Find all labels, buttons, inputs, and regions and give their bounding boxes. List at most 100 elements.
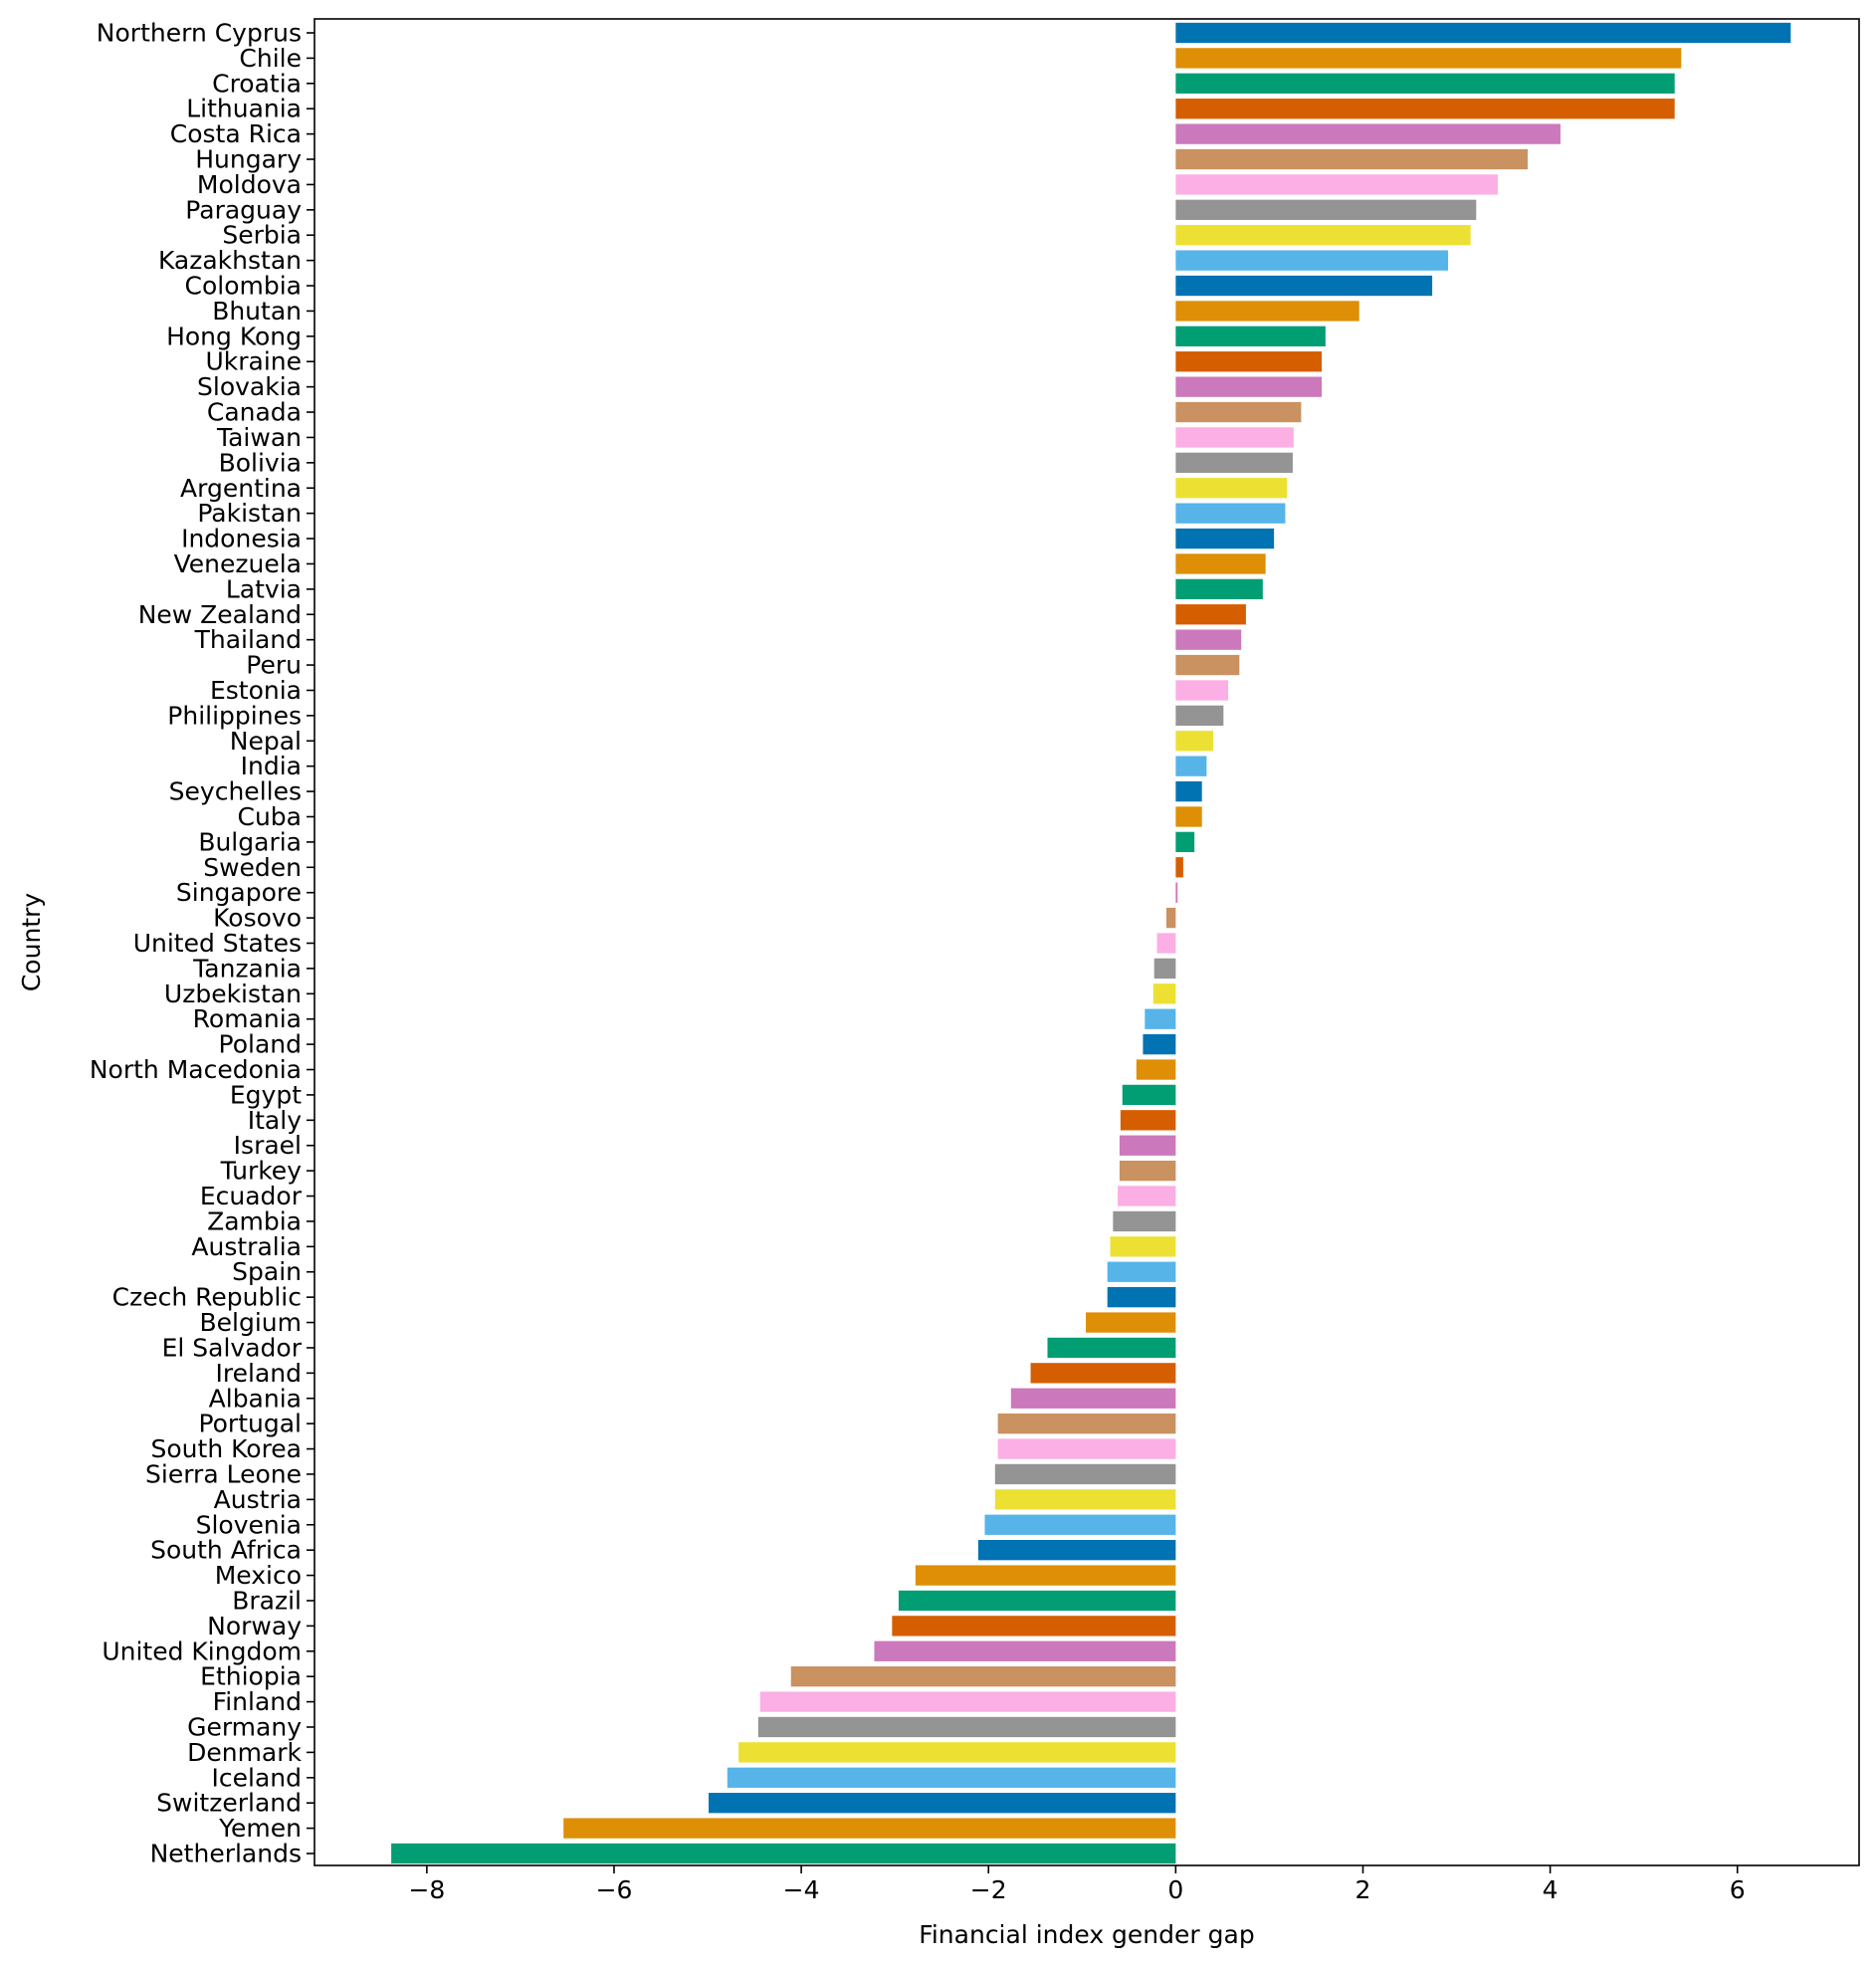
bar-tanzania bbox=[1153, 958, 1176, 980]
y-tick-label: Pakistan bbox=[197, 499, 302, 528]
y-tick-label: North Macedonia bbox=[90, 1055, 302, 1084]
bar-zambia bbox=[1113, 1210, 1176, 1232]
y-tick-label: Thailand bbox=[194, 625, 302, 654]
y-tick-label: Hong Kong bbox=[166, 322, 302, 350]
bar-chile bbox=[1175, 48, 1682, 69]
bar-latvia bbox=[1175, 578, 1263, 600]
y-tick-label: Paraguay bbox=[185, 195, 302, 224]
y-tick-label: Poland bbox=[219, 1030, 302, 1059]
y-tick-label: Canada bbox=[207, 398, 302, 427]
y-tick-label: Sweden bbox=[203, 853, 302, 882]
y-axis-label: Country bbox=[17, 893, 46, 992]
x-tick-label: 0 bbox=[1167, 1875, 1183, 1904]
bar-croatia bbox=[1175, 73, 1675, 94]
x-tick-label: 2 bbox=[1355, 1875, 1371, 1904]
y-tick-label: Yemen bbox=[218, 1814, 302, 1843]
bar-brazil bbox=[898, 1590, 1176, 1612]
y-tick-label: Portugal bbox=[198, 1410, 302, 1438]
bar-austria bbox=[994, 1489, 1176, 1510]
bar-thailand bbox=[1175, 629, 1242, 650]
y-tick-label: Ecuador bbox=[200, 1182, 303, 1210]
y-tick-label: Sierra Leone bbox=[145, 1459, 302, 1488]
bar-taiwan bbox=[1175, 427, 1294, 448]
bar-yemen bbox=[563, 1818, 1176, 1839]
bar-northern-cyprus bbox=[1175, 22, 1791, 44]
bar-uzbekistan bbox=[1152, 983, 1176, 1004]
bar-argentina bbox=[1175, 478, 1288, 499]
y-tick-label: South Korea bbox=[151, 1434, 302, 1463]
bar-moldova bbox=[1175, 174, 1498, 195]
y-tick-label: India bbox=[241, 752, 302, 780]
y-tick-label: El Salvador bbox=[162, 1333, 303, 1362]
y-tick-label: Ireland bbox=[216, 1359, 302, 1388]
bar-australia bbox=[1110, 1236, 1176, 1257]
bar-iceland bbox=[727, 1767, 1176, 1788]
y-tick-label: Netherlands bbox=[150, 1840, 302, 1868]
y-tick-label: Bulgaria bbox=[198, 827, 302, 856]
bar-hungary bbox=[1175, 148, 1529, 170]
bar-denmark bbox=[738, 1742, 1176, 1763]
y-tick-label: Slovakia bbox=[197, 372, 302, 401]
bar-peru bbox=[1175, 654, 1240, 676]
bar-finland bbox=[759, 1691, 1176, 1712]
bar-estonia bbox=[1175, 680, 1229, 701]
bar-poland bbox=[1143, 1033, 1176, 1055]
y-tick-label: Austria bbox=[214, 1485, 302, 1514]
bar-venezuela bbox=[1175, 553, 1266, 574]
bar-ukraine bbox=[1175, 351, 1323, 372]
bar-netherlands bbox=[391, 1843, 1176, 1864]
y-tick-label: Seychelles bbox=[169, 777, 302, 806]
bar-south-korea bbox=[997, 1438, 1176, 1459]
plot-frame bbox=[313, 18, 1860, 1866]
bar-germany bbox=[757, 1716, 1176, 1738]
bar-slovakia bbox=[1175, 376, 1323, 397]
bar-paraguay bbox=[1175, 199, 1477, 220]
bar-new-zealand bbox=[1175, 604, 1246, 625]
y-tick-label: New Zealand bbox=[138, 600, 302, 629]
y-tick-label: Cuba bbox=[238, 802, 303, 831]
y-tick-label: Indonesia bbox=[181, 525, 302, 553]
bar-sweden bbox=[1175, 857, 1183, 878]
bar-indonesia bbox=[1175, 528, 1275, 549]
bar-seychelles bbox=[1175, 780, 1202, 802]
y-tick-label: Northern Cyprus bbox=[97, 19, 302, 48]
bar-slovenia bbox=[984, 1514, 1176, 1535]
y-tick-label: Switzerland bbox=[156, 1789, 302, 1818]
bar-hong-kong bbox=[1175, 326, 1326, 346]
y-tick-label: Colombia bbox=[185, 272, 302, 301]
bar-czech-republic bbox=[1107, 1286, 1176, 1308]
bar-india bbox=[1175, 756, 1207, 776]
bar-lithuania bbox=[1175, 99, 1675, 119]
bar-italy bbox=[1120, 1110, 1176, 1131]
y-tick-label: United States bbox=[133, 929, 302, 958]
y-tick-label: Spain bbox=[232, 1257, 302, 1286]
y-tick-label: Chile bbox=[239, 44, 302, 73]
x-axis-ticks: −8 −6 −4 −2 0 2 4 6 bbox=[408, 1865, 1746, 1904]
bar-united-kingdom bbox=[874, 1640, 1176, 1661]
y-tick-label: Venezuela bbox=[174, 549, 302, 578]
bar-switzerland bbox=[708, 1793, 1176, 1814]
bar-canada bbox=[1175, 401, 1302, 423]
y-tick-label: Tanzania bbox=[192, 954, 302, 982]
y-tick-label: Belgium bbox=[200, 1308, 303, 1337]
y-tick-label: Brazil bbox=[232, 1586, 302, 1615]
y-tick-label: Iceland bbox=[212, 1763, 302, 1792]
x-tick-label: −6 bbox=[596, 1875, 633, 1904]
y-tick-label: Taiwan bbox=[216, 423, 302, 452]
y-tick-label: Argentina bbox=[180, 474, 302, 503]
x-tick-label: −4 bbox=[783, 1875, 820, 1904]
bar-albania bbox=[1010, 1388, 1176, 1409]
bar-pakistan bbox=[1175, 503, 1286, 524]
y-tick-label: Moldova bbox=[197, 170, 302, 199]
y-axis-ticks: Northern CyprusChileCroatiaLithuaniaCost… bbox=[90, 19, 314, 1868]
y-tick-label: Croatia bbox=[212, 69, 302, 98]
bar-belgium bbox=[1086, 1312, 1176, 1333]
y-tick-label: Italy bbox=[248, 1106, 302, 1135]
y-tick-label: Bolivia bbox=[219, 448, 302, 477]
y-tick-label: Norway bbox=[207, 1612, 302, 1640]
bar-bolivia bbox=[1175, 452, 1293, 474]
bar-mexico bbox=[915, 1565, 1176, 1586]
y-tick-label: Romania bbox=[193, 1004, 302, 1033]
y-tick-label: Czech Republic bbox=[112, 1283, 302, 1312]
